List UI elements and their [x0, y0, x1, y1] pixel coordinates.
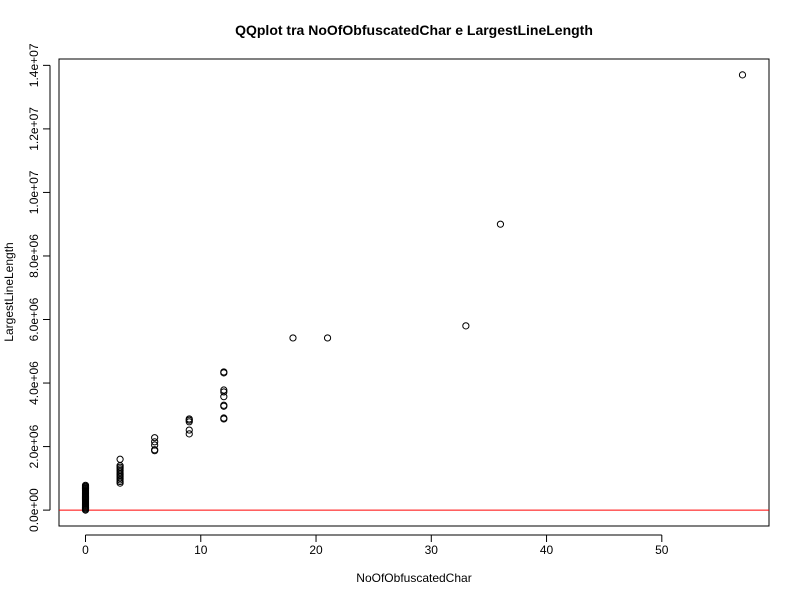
- data-point: [220, 401, 228, 409]
- y-tick-label: 1.0e+07: [27, 170, 41, 214]
- y-tick-label: 6.0e+06: [27, 297, 41, 341]
- data-point: [185, 415, 193, 423]
- points-layer: [81, 71, 747, 514]
- x-tick-label: 30: [425, 543, 439, 557]
- chart-title: QQplot tra NoOfObfuscatedChar e LargestL…: [235, 22, 593, 38]
- x-tick-label: 40: [540, 543, 554, 557]
- y-tick-label: 1.4e+07: [27, 43, 41, 87]
- data-point: [323, 334, 332, 342]
- data-point: [496, 220, 505, 228]
- data-point: [185, 426, 193, 434]
- data-point: [220, 368, 228, 376]
- data-point: [116, 455, 124, 463]
- x-axis: 0 10 20 30 40 50: [82, 534, 669, 557]
- data-point: [185, 430, 193, 438]
- x-tick-label: 20: [309, 543, 323, 557]
- y-tick-label: 4.0e+06: [27, 361, 41, 405]
- y-tick-label: 8.0e+06: [27, 234, 41, 278]
- data-point: [151, 441, 159, 449]
- data-point: [289, 334, 297, 342]
- plot-box: [58, 58, 770, 527]
- x-tick-label: 10: [194, 543, 208, 557]
- data-point: [220, 414, 228, 422]
- y-axis: 0.0e+00 2.0e+06 4.0e+06 6.0e+06 8.0e+06 1.0e+…: [27, 43, 51, 532]
- x-tick-label: 50: [655, 543, 669, 557]
- y-tick-label: 0.0e+00: [27, 488, 41, 532]
- y-tick-label: 2.0e+06: [27, 424, 41, 468]
- data-point: [462, 322, 470, 330]
- y-axis-title: LargestLineLength: [2, 242, 16, 341]
- y-tick-label: 1.2e+07: [27, 107, 41, 151]
- data-point: [151, 434, 159, 442]
- data-point: [151, 438, 159, 446]
- data-point: [220, 388, 228, 396]
- data-point: [81, 481, 90, 489]
- data-point: [220, 386, 228, 394]
- data-point: [738, 71, 747, 79]
- data-point: [151, 446, 159, 454]
- x-tick-label: 0: [82, 543, 89, 557]
- x-axis-title: NoOfObfuscatedChar: [356, 571, 471, 585]
